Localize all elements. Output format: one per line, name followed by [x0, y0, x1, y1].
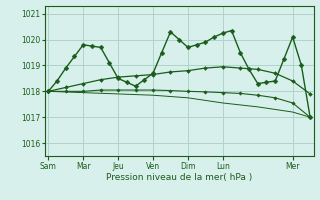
X-axis label: Pression niveau de la mer( hPa ): Pression niveau de la mer( hPa ) — [106, 173, 252, 182]
